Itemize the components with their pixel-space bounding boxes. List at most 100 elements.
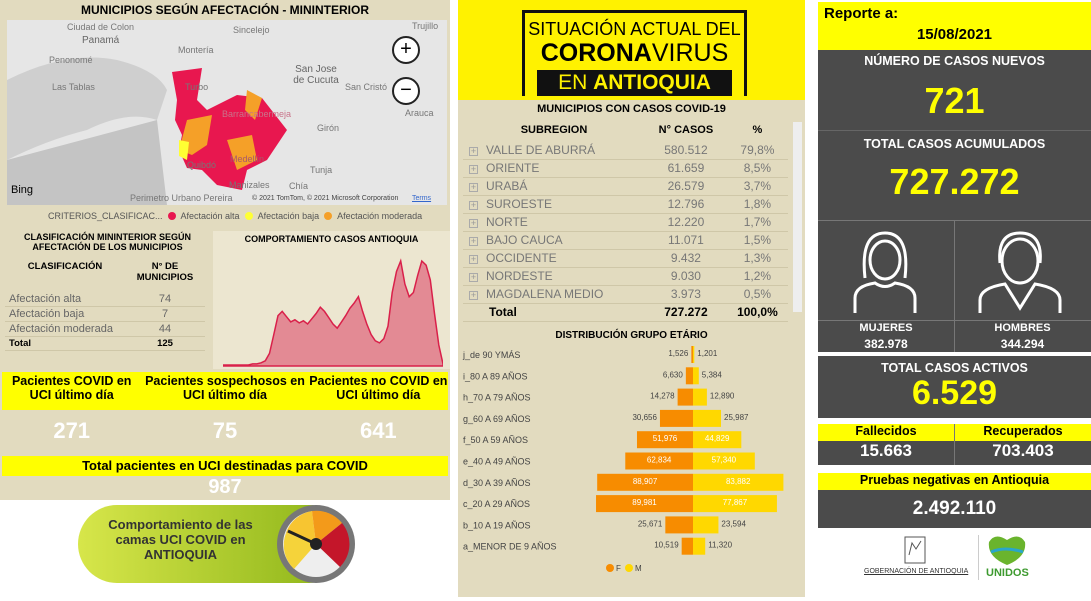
zoom-out-button[interactable]: − [392,77,420,105]
expand-icon[interactable]: + [469,290,478,300]
expand-icon[interactable]: + [469,218,478,228]
legend-item[interactable]: Afectación baja [257,211,320,221]
map-label: San Jose de Cucuta [293,64,339,86]
terms-link[interactable]: Terms [412,195,432,202]
map[interactable]: Ciudad de Colon Panamá Penonomé Las Tabl… [7,20,447,205]
category-label: e_40 A 49 AÑOS [463,457,531,467]
cases-cell: 12.220 [645,213,727,232]
bar-f[interactable] [596,495,693,513]
expand-icon[interactable]: + [469,200,478,210]
map-label: Arauca [405,108,434,118]
category-label: g_60 A 69 AÑOS [463,414,531,424]
map-label: Medellín [230,154,265,164]
subregion-name: BAJO CAUCA [486,233,563,247]
percent-cell: 1,2% [726,267,788,286]
expand-icon[interactable]: + [469,164,478,174]
table-row[interactable]: + VALLE DE ABURRÁ 580.512 79,8% [463,141,788,160]
data-label: 25,987 [724,413,749,422]
bar-f[interactable] [665,516,693,534]
map-label: Turbo [185,82,209,92]
expand-icon[interactable]: + [469,272,478,282]
rec-label: Recuperados [983,424,1063,438]
uci-value: 271 [53,418,91,443]
bar-f[interactable] [659,409,693,427]
bar-m[interactable] [693,431,742,449]
table-row: Afectación alta 74 [5,292,205,307]
bar-m[interactable] [693,473,784,491]
col-header[interactable]: SUBREGION [520,124,588,136]
bar-m[interactable] [693,388,707,406]
bar-f[interactable] [597,473,693,491]
neg-label: Pruebas negativas en Antioquia [818,473,1091,490]
bar-f[interactable] [691,346,693,363]
subregion-name: MAGDALENA MEDIO [486,287,604,301]
table-row[interactable]: + OCCIDENTE 9.432 1,3% [463,249,788,268]
legend-item[interactable]: Afectación alta [180,211,240,221]
bing-logo: Bing [11,184,34,196]
category-label: b_10 A 19 AÑOS [463,520,531,530]
bar-m[interactable] [693,346,695,363]
bar-f[interactable] [636,431,693,449]
uci-headers: Pacientes COVID en UCI último día Pacien… [2,372,448,410]
map-copyright: © 2021 TomTom, © 2021 Microsoft Corporat… [252,195,399,202]
table-row[interactable]: + BAJO CAUCA 11.071 1,5% [463,231,788,250]
data-label: 1,526 [668,349,689,358]
zoom-in-button[interactable]: + [392,36,420,64]
col-header-sorted[interactable]: N° CASOS [658,124,714,136]
table-row[interactable]: + MAGDALENA MEDIO 3.973 0,5% [463,285,788,304]
category-label: d_30 A 39 AÑOS [463,478,531,488]
bar-m[interactable] [693,367,699,385]
percent-cell: 1,3% [726,249,788,268]
age-pyramid-chart: j_de 90 YMÁS 1,526 1,201 i_80 A 89 AÑOS 6,63… [462,346,784,573]
bar-m[interactable] [693,537,706,555]
cases-cell: 26.579 [645,177,727,196]
legend-item[interactable]: Afectación moderada [337,211,423,221]
table-row[interactable]: + ORIENTE 61.659 8,5% [463,159,788,178]
expand-icon[interactable]: + [469,182,478,192]
table-row[interactable]: + SUROESTE 12.796 1,8% [463,195,788,214]
active-label: TOTAL CASOS ACTIVOS [881,361,1028,375]
col-header: N° DE MUNICIPIOS [136,261,194,283]
expand-icon[interactable]: + [469,254,478,264]
table-row: Afectación baja 7 [5,306,205,322]
category-label: f_50 A 59 AÑOS [463,435,528,445]
divider [978,535,979,580]
table-row[interactable]: + NORTE 12.220 1,7% [463,213,788,232]
bar-f[interactable] [681,537,693,555]
subregion-name: SUROESTE [486,197,553,211]
logo-line: EN [558,71,594,94]
cases-cell: 9.432 [645,249,727,268]
uci-total-label: Total pacientes en UCI destinadas para C… [2,456,448,476]
bar-f[interactable] [625,452,693,470]
bar-m[interactable] [693,452,755,470]
report-date: 15/08/2021 [916,26,993,43]
table-row[interactable]: + NORDESTE 9.030 1,2% [463,267,788,286]
active-value: 6.529 [911,374,998,412]
col-header[interactable]: % [752,124,763,136]
logo-line: ANTIOQUIA [593,71,711,94]
uci-header: Pacientes COVID en UCI último día [11,374,132,402]
percent-cell: 3,7% [726,177,788,196]
coronavirus-logo: SITUACIÓN ACTUAL DEL CORONAVIRUS EN ANTI… [522,10,747,96]
expand-icon[interactable]: + [469,145,478,156]
bar-m[interactable] [693,516,719,534]
map-label: Montería [178,45,214,55]
women-label: MUJERES [818,320,954,334]
bar-f[interactable] [685,367,693,385]
subregion-table: SUBREGION N° CASOS% + VALLE DE ABURRÁ 580.5… [463,119,788,322]
expand-icon[interactable]: + [469,236,478,246]
map-label: Quibdó [187,160,217,170]
men-value: 344.294 [1000,337,1045,351]
report-header: Reporte a: 15/08/2021 [818,2,1091,50]
bar-m[interactable] [693,495,777,513]
data-label: 83,882 [726,477,751,486]
uci-header: Pacientes sospechosos en UCI último día [145,374,305,402]
dead-rec-header: Fallecidos Recuperados [818,424,1091,441]
scrollbar[interactable] [793,122,802,312]
subregion-name: URABÁ [486,179,528,193]
percent-cell: 1,8% [726,195,788,214]
table-row[interactable]: + URABÁ 26.579 3,7% [463,177,788,196]
bar-f[interactable] [677,388,693,406]
dead-value: 15.663 [818,441,955,465]
bar-m[interactable] [693,409,722,427]
